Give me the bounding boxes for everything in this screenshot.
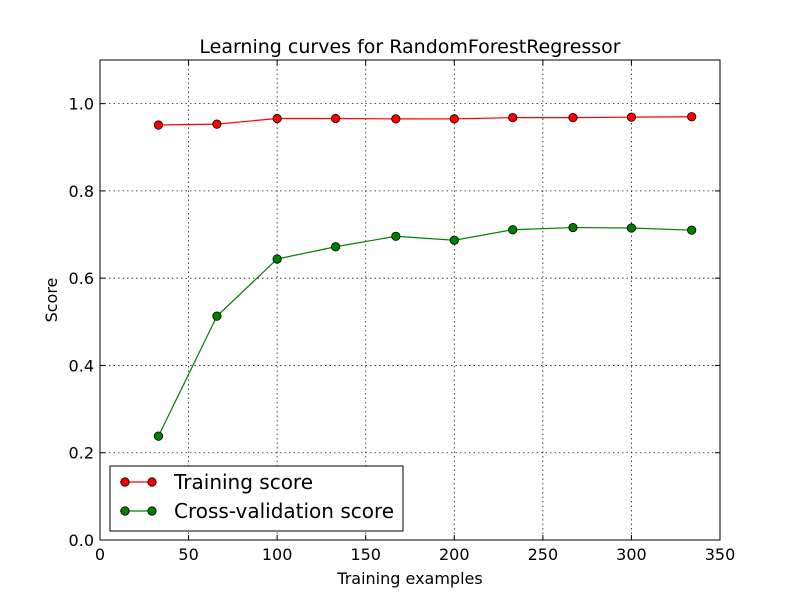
data-point-cross-validation xyxy=(330,242,341,252)
y-axis-label: Score xyxy=(42,278,61,323)
data-point-cross-validation xyxy=(272,254,282,264)
series-line-cross-validation xyxy=(157,226,692,437)
axis-ticks: 0 50 100 150 200 250 300 350 0.0 0.2 0.4 0.6 0.8 1.0 xyxy=(69,60,736,564)
legend-marker-cross-validation xyxy=(147,506,157,516)
data-point-training xyxy=(449,114,459,124)
legend-label-cross-validation: Cross-validation score xyxy=(174,499,394,523)
data-point-cross-validation xyxy=(508,225,518,235)
legend-label-training: Training score xyxy=(173,470,313,494)
data-point-training xyxy=(508,113,518,123)
x-axis-label: Training examples xyxy=(336,569,482,588)
data-point-training xyxy=(153,120,164,130)
data-point-training xyxy=(330,113,341,124)
y-tick-label: 0.0 xyxy=(69,531,94,550)
series-training xyxy=(153,112,697,130)
y-tick-label: 0.6 xyxy=(69,269,94,288)
data-point-cross-validation xyxy=(687,225,697,235)
data-point-training xyxy=(568,113,578,123)
x-tick-label: 250 xyxy=(528,545,559,564)
legend-box xyxy=(109,465,404,532)
data-point-cross-validation xyxy=(568,222,578,233)
data-point-cross-validation xyxy=(626,223,637,233)
series-line-training xyxy=(158,116,692,126)
legend-marker-training xyxy=(147,477,157,487)
data-point-cross-validation xyxy=(449,235,459,245)
x-tick-label: 300 xyxy=(616,545,647,564)
legend-marker-training xyxy=(120,477,130,487)
data-point-cross-validation xyxy=(391,231,401,241)
y-tick-label: 0.2 xyxy=(69,444,94,463)
legend-marker-cross-validation xyxy=(120,506,130,516)
data-point-training xyxy=(212,119,222,129)
grid-lines xyxy=(100,60,720,540)
y-tick-label: 0.4 xyxy=(69,356,94,375)
y-tick-label: 0.8 xyxy=(69,182,94,201)
data-point-training xyxy=(391,114,401,124)
x-tick-label: 100 xyxy=(262,545,293,564)
data-point-training xyxy=(687,112,697,122)
data-point-training xyxy=(272,113,282,124)
data-point-cross-validation xyxy=(153,431,164,441)
plot-area-frame xyxy=(99,59,721,541)
chart-title: Learning curves for RandomForestRegresso… xyxy=(199,36,620,58)
x-tick-label: 350 xyxy=(705,545,736,564)
x-tick-label: 50 xyxy=(178,545,198,564)
x-tick-label: 150 xyxy=(350,545,381,564)
y-tick-label: 1.0 xyxy=(69,95,94,114)
data-point-cross-validation xyxy=(212,311,222,321)
x-tick-label: 200 xyxy=(439,545,470,564)
series-layer xyxy=(153,112,697,441)
data-point-training xyxy=(626,112,637,122)
legend: Training score Cross-validation score xyxy=(109,465,404,532)
x-tick-label: 0 xyxy=(95,545,105,564)
series-cross-validation xyxy=(153,222,697,441)
